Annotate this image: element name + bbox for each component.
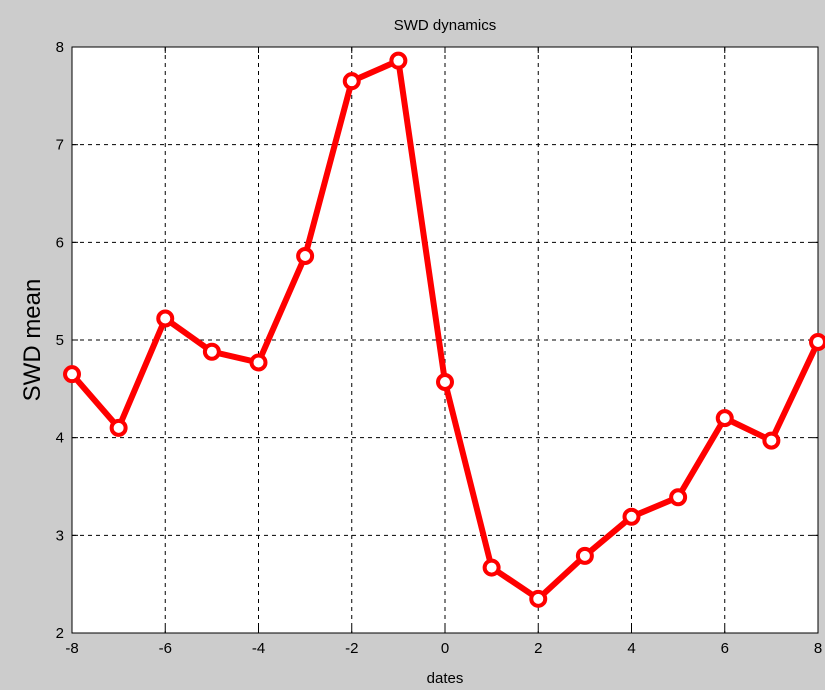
- series-layer: [63, 51, 825, 608]
- x-tick-label: 6: [721, 640, 729, 657]
- data-point-marker: [389, 51, 408, 70]
- data-point-marker: [762, 431, 781, 450]
- data-point-marker: [249, 353, 268, 372]
- y-axis-label: SWD mean: [19, 279, 46, 402]
- y-tick-label: 2: [56, 625, 64, 642]
- data-point-marker: [529, 589, 548, 608]
- data-point-marker: [342, 72, 361, 91]
- data-point-marker: [109, 418, 128, 437]
- y-axis-ticks: 2 3 4 5 6 7 8: [56, 39, 818, 642]
- data-point-marker: [63, 365, 81, 384]
- y-tick-label: 7: [56, 137, 64, 154]
- data-point-marker: [436, 372, 454, 391]
- data-point-marker: [202, 342, 221, 361]
- y-tick-label: 6: [56, 234, 64, 251]
- y-tick-label: 3: [56, 527, 64, 544]
- data-point-marker: [482, 558, 501, 577]
- y-tick-label: 4: [56, 430, 64, 447]
- grid-lines: [72, 47, 818, 633]
- data-point-marker: [715, 409, 734, 428]
- x-axis-label: dates: [427, 670, 464, 687]
- x-axis-ticks: -8 -6 -4 -2 0 2 4 6 8: [65, 47, 822, 657]
- x-tick-label: 0: [441, 640, 449, 657]
- chart-title: SWD dynamics: [394, 17, 497, 34]
- data-point-marker: [575, 546, 594, 565]
- x-tick-label: 4: [627, 640, 635, 657]
- x-tick-label: -4: [252, 640, 265, 657]
- x-tick-label: 8: [814, 640, 822, 657]
- y-tick-label: 5: [56, 332, 64, 349]
- data-point-marker: [669, 488, 688, 507]
- data-point-marker: [156, 309, 175, 328]
- x-tick-label: -6: [159, 640, 172, 657]
- data-point-marker: [809, 332, 825, 351]
- data-point-marker: [296, 247, 315, 266]
- x-tick-label: -2: [345, 640, 358, 657]
- y-tick-label: 8: [56, 39, 64, 56]
- x-tick-label: -8: [65, 640, 78, 657]
- x-tick-label: 2: [534, 640, 542, 657]
- data-point-marker: [622, 507, 641, 526]
